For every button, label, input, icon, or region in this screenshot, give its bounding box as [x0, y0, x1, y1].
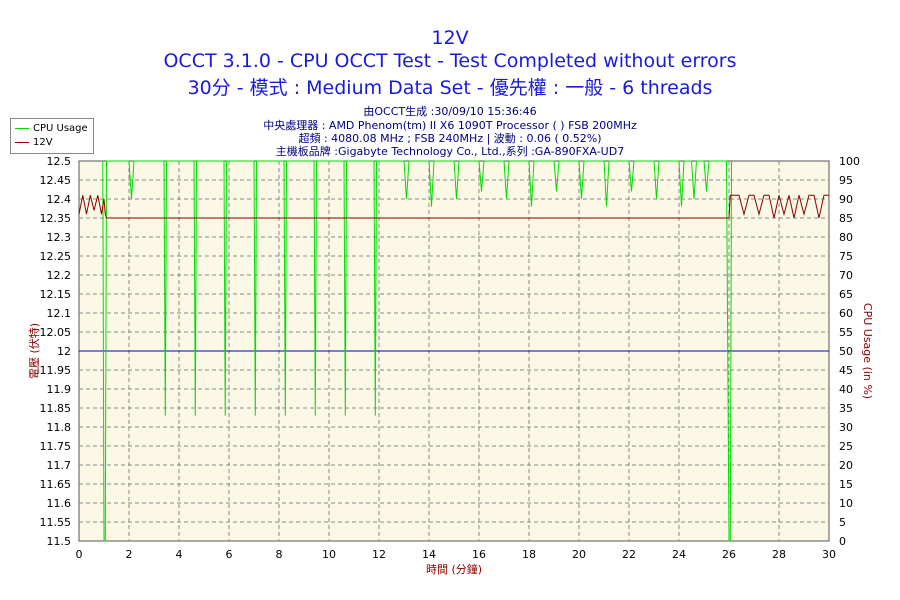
y-right-tick-label: 15 — [839, 478, 853, 491]
x-tick-label: 30 — [822, 548, 836, 561]
x-tick-label: 26 — [722, 548, 736, 561]
y-right-tick-label: 70 — [839, 269, 853, 282]
chart-subtitle-test: OCCT 3.1.0 - CPU OCCT Test - Test Comple… — [163, 50, 737, 72]
x-tick-label: 18 — [522, 548, 536, 561]
y-axis-label-left: 電壓 (伏特) — [27, 323, 41, 379]
x-tick-label: 4 — [176, 548, 183, 561]
y-right-tick-label: 45 — [839, 364, 853, 377]
legend-item-cpu-usage: CPU Usage — [15, 123, 88, 135]
y-right-tick-label: 55 — [839, 326, 853, 339]
x-tick-label: 10 — [322, 548, 336, 561]
y-right-tick-label: 5 — [839, 516, 846, 529]
y-right-tick-label: 100 — [839, 155, 860, 168]
x-tick-label: 24 — [672, 548, 686, 561]
y-left-tick-label: 11.6 — [47, 497, 72, 510]
y-right-tick-label: 75 — [839, 250, 853, 263]
legend-label-cpu-usage: CPU Usage — [33, 123, 88, 134]
series-line-cpu-usage — [102, 160, 732, 542]
legend-item-12v: 12V — [15, 137, 53, 149]
x-tick-label: 2 — [126, 548, 133, 561]
info-cpu: 中央處理器 : AMD Phenom(tm) II X6 1090T Proce… — [263, 119, 637, 132]
y-right-tick-label: 85 — [839, 212, 853, 225]
chart-subtitle-mode: 30分 - 模式 : Medium Data Set - 優先權 : 一般 - … — [187, 77, 713, 99]
y-right-tick-label: 80 — [839, 231, 853, 244]
legend-label-12v: 12V — [33, 137, 53, 148]
y-right-tick-label: 90 — [839, 193, 853, 206]
x-tick-label: 16 — [472, 548, 486, 561]
x-tick-label: 20 — [572, 548, 586, 561]
y-right-tick-label: 65 — [839, 288, 853, 301]
y-right-tick-label: 60 — [839, 307, 853, 320]
legend-swatch-12v — [15, 141, 29, 143]
y-left-tick-label: 12.15 — [40, 288, 72, 301]
y-left-tick-label: 12 — [57, 345, 71, 358]
info-motherboard: 主機板品牌 :Gigabyte Technology Co., Ltd.,系列 … — [275, 145, 625, 158]
y-left-tick-label: 11.85 — [40, 402, 72, 415]
y-right-tick-label: 50 — [839, 345, 853, 358]
y-right-tick-label: 35 — [839, 402, 853, 415]
y-left-tick-label: 12.2 — [47, 269, 72, 282]
y-left-tick-label: 11.95 — [40, 364, 72, 377]
y-right-tick-label: 95 — [839, 174, 853, 187]
y-left-tick-label: 11.65 — [40, 478, 72, 491]
y-left-tick-label: 12.35 — [40, 212, 72, 225]
y-left-tick-label: 11.75 — [40, 440, 72, 453]
ticks: 0 2 4 6 8 10 12 14 16 18 20 22 24 26 28 3011.511.5511.6… — [40, 155, 861, 561]
y-left-tick-label: 12.05 — [40, 326, 72, 339]
x-tick-label: 8 — [276, 548, 283, 561]
x-tick-label: 22 — [622, 548, 636, 561]
y-left-tick-label: 11.8 — [47, 421, 72, 434]
y-left-tick-label: 12.5 — [47, 155, 72, 168]
legend: CPU Usage 12V — [10, 118, 94, 154]
info-overclock: 超頻 : 4080.08 MHz ; FSB 240MHz | 波動 : 0.0… — [298, 132, 602, 145]
y-left-tick-label: 11.7 — [47, 459, 72, 472]
x-tick-label: 14 — [422, 548, 436, 561]
y-right-tick-label: 30 — [839, 421, 853, 434]
legend-swatch-cpu-usage — [15, 127, 29, 129]
x-tick-label: 12 — [372, 548, 386, 561]
y-axis-label-right: CPU Usage (in %) — [861, 303, 874, 399]
y-left-tick-label: 11.9 — [47, 383, 72, 396]
x-tick-label: 28 — [772, 548, 786, 561]
x-tick-label: 0 — [76, 548, 83, 561]
series-line-12v — [78, 194, 829, 219]
y-left-tick-label: 11.55 — [40, 516, 72, 529]
y-right-tick-label: 0 — [839, 535, 846, 548]
y-right-tick-label: 25 — [839, 440, 853, 453]
y-left-tick-label: 11.5 — [47, 535, 72, 548]
y-left-tick-label: 12.25 — [40, 250, 72, 263]
y-left-tick-label: 12.1 — [47, 307, 72, 320]
chart-title: 12V — [431, 27, 469, 49]
info-generated: 由OCCT生成 :30/09/10 15:36:46 — [363, 105, 537, 118]
y-left-tick-label: 12.4 — [47, 193, 72, 206]
y-right-tick-label: 20 — [839, 459, 853, 472]
y-left-tick-label: 12.3 — [47, 231, 72, 244]
x-axis-label: 時間 (分鐘) — [426, 562, 482, 576]
y-right-tick-label: 40 — [839, 383, 853, 396]
y-left-tick-label: 12.45 — [40, 174, 72, 187]
y-right-tick-label: 10 — [839, 497, 853, 510]
x-tick-label: 6 — [226, 548, 233, 561]
series — [78, 160, 829, 542]
